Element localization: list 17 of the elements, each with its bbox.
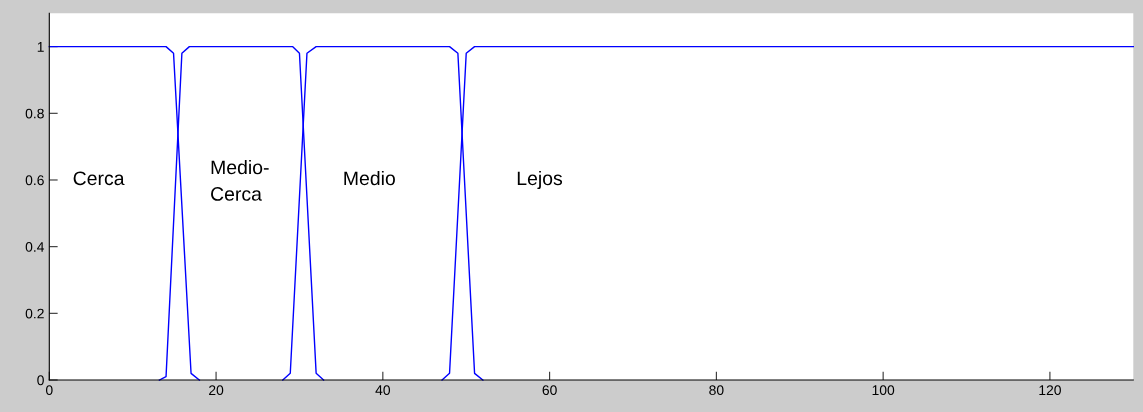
text: Lejos xyxy=(517,170,563,190)
text: Medio xyxy=(344,170,395,186)
text: Cerca xyxy=(73,171,125,186)
y-tick-label: 0 xyxy=(37,375,44,386)
y-tick-label: 0.8 xyxy=(25,108,44,119)
x-tick-label: 20 xyxy=(209,385,224,396)
y-tick-label: 0.2 xyxy=(25,308,44,319)
x-tick-label: 120 xyxy=(1039,385,1061,396)
x-tick-label: 100 xyxy=(872,385,895,396)
x-tick-label: 40 xyxy=(375,385,391,396)
y-tick-label: 0.4 xyxy=(25,241,45,252)
y-tick-label: 0.6 xyxy=(25,175,44,186)
y-tick-label: 1 xyxy=(37,42,44,52)
series-label: Medio- Cerca xyxy=(211,159,269,201)
x-tick-label: 60 xyxy=(542,385,557,396)
x-tick-label: 0 xyxy=(45,385,53,396)
x-tick-label: 80 xyxy=(709,385,724,396)
